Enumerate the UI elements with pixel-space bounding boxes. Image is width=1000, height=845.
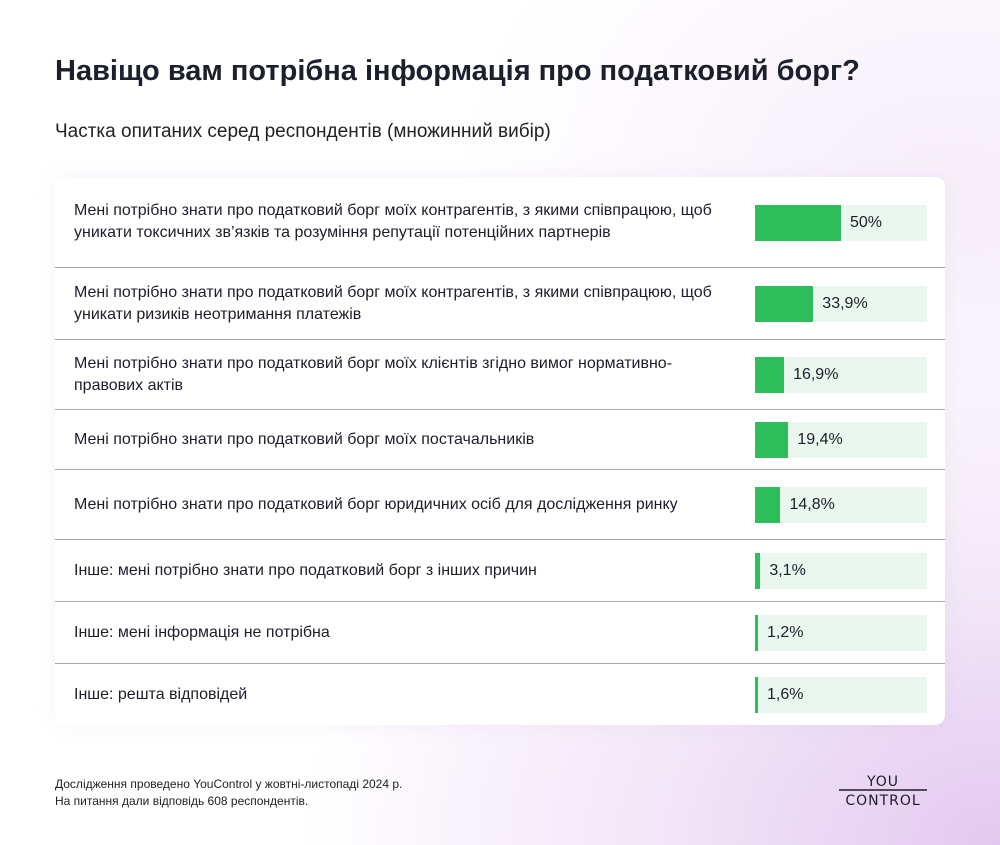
- bar: [755, 422, 789, 458]
- bar: [755, 615, 758, 651]
- category-label: Інше: мені потрібно знати про податковий…: [74, 561, 537, 579]
- value-label: 1,2%: [767, 624, 804, 641]
- bar: [755, 357, 785, 393]
- category-label: Інше: мені інформація не потрібна: [74, 623, 330, 641]
- chart-row: Мені потрібно знати про податковий борг …: [55, 470, 945, 540]
- footer-line-1: Дослідження проведено YouControl у жовтн…: [55, 777, 403, 791]
- chart-subtitle: Частка опитаних серед респондентів (множ…: [55, 121, 551, 142]
- bar-track: 14,8%: [755, 487, 927, 523]
- chart-row: Інше: решта відповідей 1,6%: [55, 664, 945, 725]
- bar-track: 33,9%: [755, 286, 927, 322]
- category-label: Мені потрібно знати про податковий борг …: [74, 495, 678, 513]
- chart-row: Мені потрібно знати про податковий борг …: [55, 410, 945, 470]
- bar: [755, 676, 758, 713]
- category-label: Мені потрібно знати про податковий борг …: [74, 354, 673, 394]
- category-label: Мені потрібно знати про податковий борг …: [74, 283, 712, 323]
- svg-text:CONTROL: CONTROL: [845, 793, 920, 808]
- chart-card: Мені потрібно знати про податковий борг …: [55, 177, 945, 725]
- chart-row: Мені потрібно знати про податковий борг …: [55, 268, 945, 340]
- value-label: 3,1%: [769, 562, 806, 579]
- bar-track: 19,4%: [755, 422, 927, 458]
- value-label: 33,9%: [822, 295, 868, 312]
- value-label: 16,9%: [793, 366, 839, 383]
- chart-row: Інше: мені інформація не потрібна 1,2%: [55, 602, 945, 664]
- value-label: 14,8%: [789, 496, 835, 513]
- chart-row: Мені потрібно знати про податковий борг …: [55, 177, 945, 268]
- category-label: Інше: решта відповідей: [74, 685, 248, 703]
- youcontrol-logo: YOU CONTROL: [839, 774, 927, 808]
- footer-note: Дослідження проведено YouControl у жовтн…: [55, 776, 402, 810]
- bar-track: 1,6%: [755, 676, 927, 713]
- footer-line-2: На питання дали відповідь 608 респондент…: [55, 794, 309, 808]
- category-label: Мені потрібно знати про податковий борг …: [74, 430, 535, 448]
- value-label: 19,4%: [797, 431, 843, 448]
- bar: [755, 553, 761, 589]
- bar-track: 1,2%: [755, 615, 927, 651]
- chart-row: Мені потрібно знати про податковий борг …: [55, 340, 945, 410]
- bar-track: 16,9%: [755, 357, 927, 393]
- category-label: Мені потрібно знати про податковий борг …: [74, 202, 712, 241]
- bar: [755, 487, 781, 523]
- bar-track: 50%: [755, 204, 927, 241]
- svg-text:YOU: YOU: [866, 774, 899, 790]
- value-label: 1,6%: [767, 685, 804, 703]
- chart-title: Навіщо вам потрібна інформація про подат…: [55, 55, 860, 87]
- chart-row: Інше: мені потрібно знати про податковий…: [55, 540, 945, 602]
- value-label: 50%: [850, 213, 883, 231]
- bar-track: 3,1%: [755, 553, 927, 589]
- bar: [755, 204, 841, 241]
- bar: [755, 286, 814, 322]
